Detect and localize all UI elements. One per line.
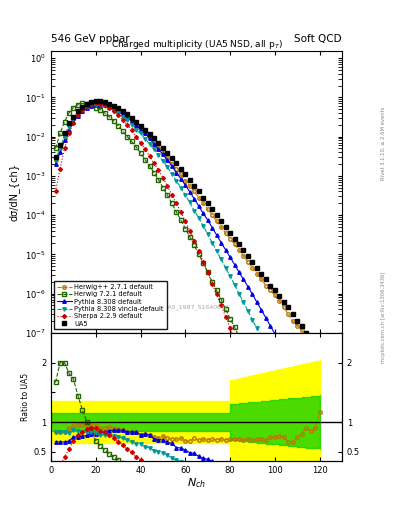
X-axis label: $N_{ch}$: $N_{ch}$ [187, 476, 206, 490]
Sherpa 2.2.9 default [71, 120, 76, 126]
UA5 [125, 111, 130, 117]
Herwig 7.2.1 default [272, 407, 277, 413]
Pythia 8.308 vincia-default [103, 103, 107, 110]
Pythia 8.308 default [98, 101, 103, 108]
Herwig++ 2.7.1 default [125, 114, 130, 120]
UA5 [103, 99, 107, 105]
Pythia 8.308 vincia-default [317, 449, 322, 455]
Herwig 7.2.1 default [116, 122, 121, 129]
Herwig 7.2.1 default [84, 101, 89, 107]
Pythia 8.308 default [125, 114, 130, 120]
Sherpa 2.2.9 default [53, 188, 58, 195]
Text: mcplots.cern.ch [arXiv:1306.3436]: mcplots.cern.ch [arXiv:1306.3436] [381, 272, 386, 363]
Herwig++ 2.7.1 default [53, 157, 58, 163]
Line: Sherpa 2.2.9 default: Sherpa 2.2.9 default [54, 101, 285, 481]
Herwig++ 2.7.1 default [94, 99, 98, 105]
Herwig 7.2.1 default [147, 163, 152, 169]
Herwig++ 2.7.1 default [223, 230, 228, 236]
Herwig++ 2.7.1 default [143, 131, 147, 137]
UA5 [147, 131, 152, 137]
Herwig++ 2.7.1 default [317, 348, 322, 354]
Pythia 8.308 default [317, 409, 322, 415]
Pythia 8.308 default [103, 102, 107, 109]
Title: Charged multiplicity (UA5 NSD, all p$_T$): Charged multiplicity (UA5 NSD, all p$_T$… [110, 38, 283, 51]
Herwig 7.2.1 default [295, 451, 299, 457]
Text: Soft QCD: Soft QCD [294, 33, 342, 44]
UA5 [134, 119, 138, 125]
Herwig++ 2.7.1 default [134, 122, 138, 128]
Herwig++ 2.7.1 default [103, 101, 107, 107]
Y-axis label: dσ/dN_{ch}: dσ/dN_{ch} [9, 163, 20, 221]
Herwig 7.2.1 default [290, 443, 295, 449]
UA5 [143, 126, 147, 133]
Line: Herwig++ 2.7.1 default: Herwig++ 2.7.1 default [54, 100, 321, 352]
Text: Rivet 3.1.10, ≥ 2.6M events: Rivet 3.1.10, ≥ 2.6M events [381, 106, 386, 180]
Pythia 8.308 vincia-default [143, 136, 147, 142]
Sherpa 2.2.9 default [281, 477, 286, 483]
Line: Herwig 7.2.1 default: Herwig 7.2.1 default [54, 102, 299, 456]
Sherpa 2.2.9 default [165, 183, 170, 189]
Pythia 8.308 vincia-default [134, 126, 138, 133]
Sherpa 2.2.9 default [138, 140, 143, 146]
Pythia 8.308 default [143, 131, 147, 137]
Pythia 8.308 vincia-default [53, 157, 58, 163]
Legend: Herwig++ 2.7.1 default, Herwig 7.2.1 default, Pythia 8.308 default, Pythia 8.308: Herwig++ 2.7.1 default, Herwig 7.2.1 def… [54, 282, 167, 329]
Sherpa 2.2.9 default [268, 437, 273, 443]
Herwig 7.2.1 default [53, 145, 58, 152]
Herwig 7.2.1 default [103, 110, 107, 116]
UA5 [53, 154, 58, 160]
Line: UA5: UA5 [54, 99, 321, 355]
Pythia 8.308 default [134, 122, 138, 128]
Pythia 8.308 vincia-default [223, 265, 228, 271]
Line: Pythia 8.308 vincia-default: Pythia 8.308 vincia-default [54, 103, 321, 454]
Text: UA5_1987_S1640666: UA5_1987_S1640666 [163, 305, 230, 310]
Sherpa 2.2.9 default [94, 100, 98, 106]
Y-axis label: Ratio to UA5: Ratio to UA5 [21, 373, 30, 421]
Herwig++ 2.7.1 default [147, 135, 152, 141]
Line: Pythia 8.308 default: Pythia 8.308 default [54, 103, 321, 414]
Pythia 8.308 default [147, 135, 152, 141]
UA5 [317, 350, 322, 356]
Herwig 7.2.1 default [80, 100, 85, 106]
UA5 [94, 98, 98, 104]
UA5 [223, 224, 228, 230]
Pythia 8.308 vincia-default [125, 117, 130, 123]
Pythia 8.308 default [53, 161, 58, 167]
Sherpa 2.2.9 default [205, 269, 210, 275]
Pythia 8.308 vincia-default [147, 141, 152, 147]
Text: 546 GeV ppbar: 546 GeV ppbar [51, 33, 130, 44]
Pythia 8.308 vincia-default [94, 101, 98, 108]
Sherpa 2.2.9 default [196, 248, 201, 254]
Pythia 8.308 default [223, 247, 228, 253]
